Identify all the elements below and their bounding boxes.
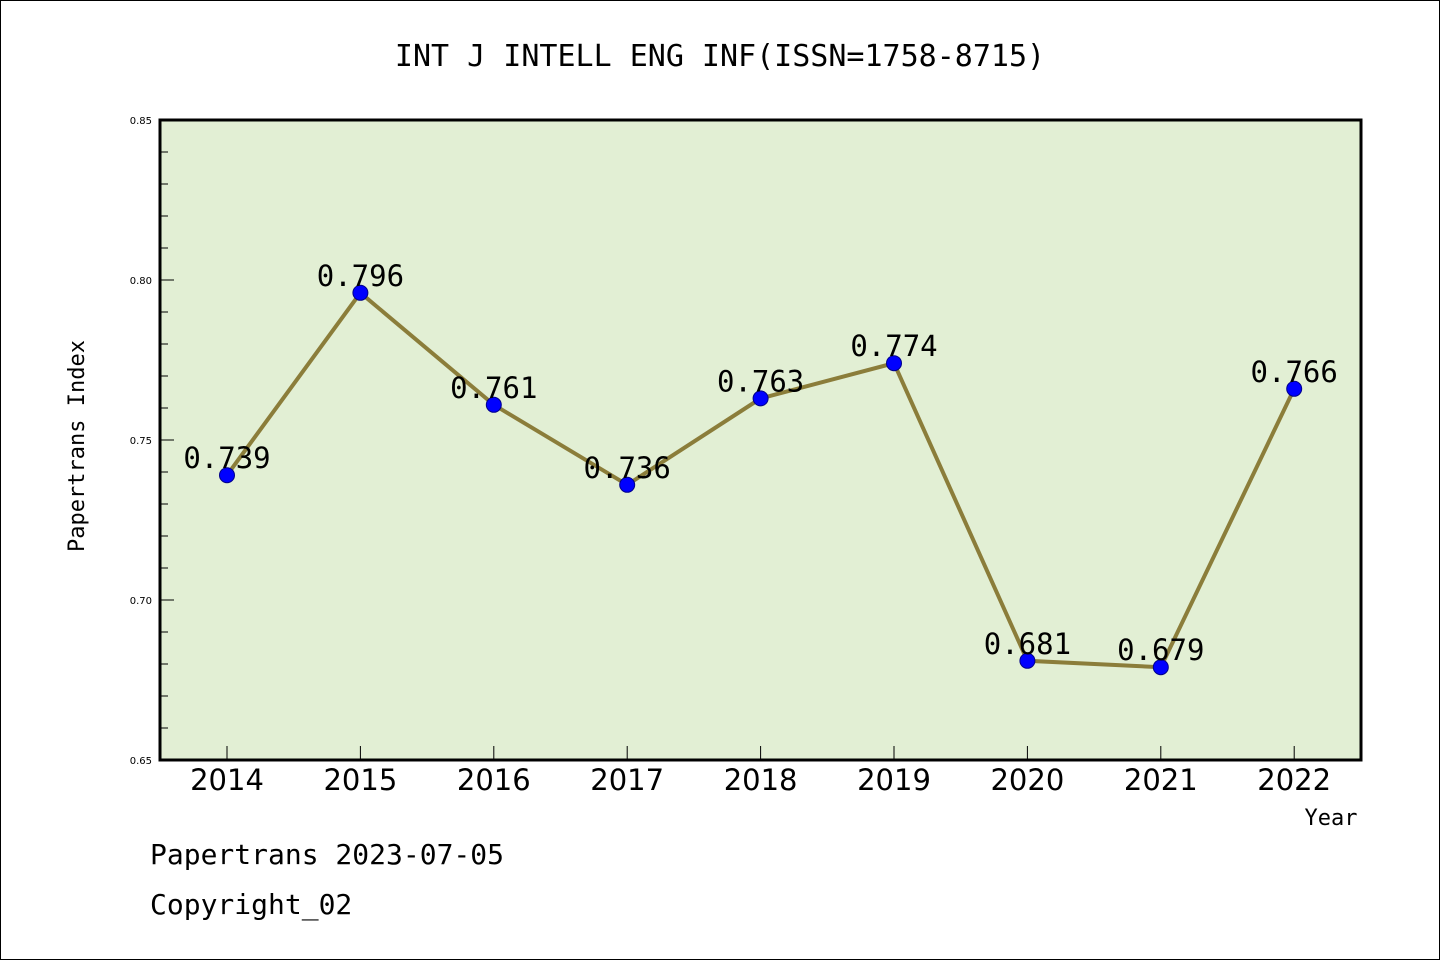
data-label: 0.736	[584, 451, 671, 485]
chart-title: INT J INTELL ENG INF(ISSN=1758-8715)	[395, 39, 1045, 74]
data-point	[1152, 659, 1169, 676]
x-tick-label: 2016	[457, 763, 531, 797]
x-axis-label: Year	[1305, 806, 1358, 831]
data-label: 0.763	[717, 364, 804, 398]
data-label: 0.766	[1251, 355, 1338, 389]
x-tick-label: 2021	[1124, 763, 1198, 797]
y-tick-label: 0.85	[130, 116, 152, 127]
plot-area	[160, 120, 1361, 760]
x-tick-label: 2020	[990, 763, 1064, 797]
data-point	[1286, 380, 1303, 397]
y-axis-label: Papertrans Index	[65, 340, 90, 552]
series-markers	[219, 284, 1303, 676]
data-point	[1019, 652, 1036, 669]
y-tick-label: 0.70	[130, 596, 152, 607]
data-point	[752, 390, 769, 407]
data-label: 0.739	[183, 441, 270, 475]
footer-copyright: Copyright_02	[150, 888, 352, 922]
x-tick-label: 2019	[857, 763, 931, 797]
data-label: 0.679	[1117, 633, 1204, 667]
y-axis-tick-labels: 0.65 0.70 0.75 0.80 0.85	[130, 116, 152, 767]
plot-border	[158, 118, 1363, 762]
footer-date: Papertrans 2023-07-05	[150, 838, 504, 871]
x-tick-label: 2018	[724, 763, 798, 797]
data-label: 0.796	[317, 259, 404, 293]
data-point	[886, 355, 902, 372]
data-label: 0.774	[850, 329, 937, 363]
x-axis-tick-labels: 2014 2015 2016 2017 2018 2019 2020 2021 2022	[190, 763, 1331, 797]
data-label: 0.761	[450, 371, 537, 405]
data-point	[619, 476, 636, 493]
y-tick-label: 0.80	[130, 276, 152, 287]
y-tick-label: 0.65	[130, 756, 152, 767]
x-tick-label: 2022	[1257, 763, 1331, 797]
y-tick-label: 0.75	[130, 436, 152, 447]
x-tick-label: 2014	[190, 763, 264, 797]
x-tick-label: 2015	[323, 763, 397, 797]
data-point	[485, 396, 502, 413]
data-point	[352, 284, 369, 301]
data-point	[219, 467, 235, 484]
x-tick-label: 2017	[590, 763, 664, 797]
data-label: 0.681	[984, 627, 1071, 661]
data-labels: 0.739 0.796 0.761 0.736 0.763 0.774 0.681 0.679…	[183, 259, 1338, 667]
